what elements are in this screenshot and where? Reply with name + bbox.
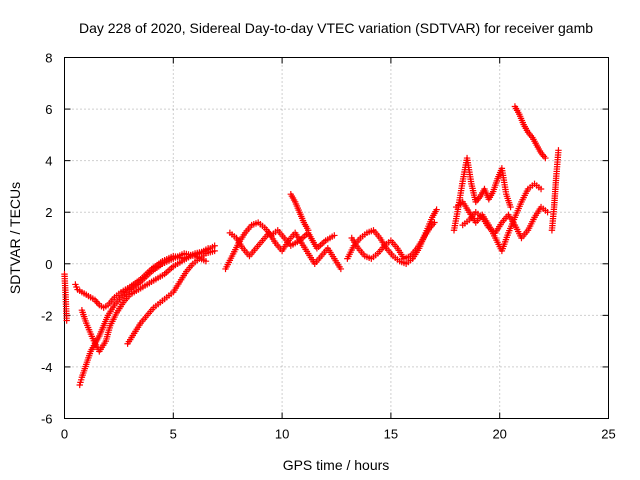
data-point xyxy=(337,265,345,273)
series-arc-g xyxy=(226,229,345,273)
y-axis-label: SDTVAR / TECUs xyxy=(7,182,23,294)
data-point xyxy=(542,154,549,162)
y-tick-labels: -6 -4 -2 0 2 4 6 8 xyxy=(41,51,53,427)
y-tick-label: -2 xyxy=(41,308,53,323)
data-point xyxy=(544,209,551,216)
series-arc-i xyxy=(344,206,440,267)
y-tick-label: -4 xyxy=(41,360,53,375)
chart-title: Day 228 of 2020, Sidereal Day-to-day VTE… xyxy=(79,20,593,36)
x-tick-label: 15 xyxy=(384,427,398,442)
data-point xyxy=(202,258,210,265)
x-tick-label: 10 xyxy=(275,427,289,442)
plot-area-border xyxy=(64,57,609,419)
series-arc-l xyxy=(452,180,545,255)
x-tick-labels: 0 5 10 15 20 25 xyxy=(61,427,616,442)
x-tick-label: 20 xyxy=(492,427,506,442)
data-point xyxy=(305,227,312,234)
x-tick-label: 0 xyxy=(61,427,68,442)
y-tick-label: -6 xyxy=(41,412,53,427)
y-tick-label: 4 xyxy=(45,154,52,169)
data-point xyxy=(431,219,438,226)
series-arc-m xyxy=(511,103,549,162)
x-tick-label: 25 xyxy=(601,427,615,442)
x-axis-label: GPS time / hours xyxy=(283,457,390,473)
series-arc-h xyxy=(287,190,312,234)
data-point xyxy=(331,232,338,239)
data-point xyxy=(211,247,218,255)
axis-ticks xyxy=(64,57,609,419)
y-tick-label: 0 xyxy=(45,257,52,272)
data-points xyxy=(61,103,562,389)
grid xyxy=(64,57,609,419)
y-tick-label: 6 xyxy=(45,102,52,117)
y-tick-label: 2 xyxy=(45,205,52,220)
series-arc-e xyxy=(124,247,218,347)
x-tick-label: 5 xyxy=(170,427,177,442)
series-arc-f xyxy=(222,219,338,273)
data-point xyxy=(63,317,70,324)
series-arc-d xyxy=(78,245,212,355)
data-point xyxy=(537,185,545,193)
data-point xyxy=(507,203,514,211)
series-arc-a xyxy=(61,270,70,324)
data-point xyxy=(555,147,562,154)
series-arc-n xyxy=(459,203,551,242)
series-arc-j xyxy=(348,219,438,262)
series-arc-o xyxy=(548,147,562,234)
y-tick-label: 8 xyxy=(45,51,52,66)
data-point xyxy=(433,206,440,213)
